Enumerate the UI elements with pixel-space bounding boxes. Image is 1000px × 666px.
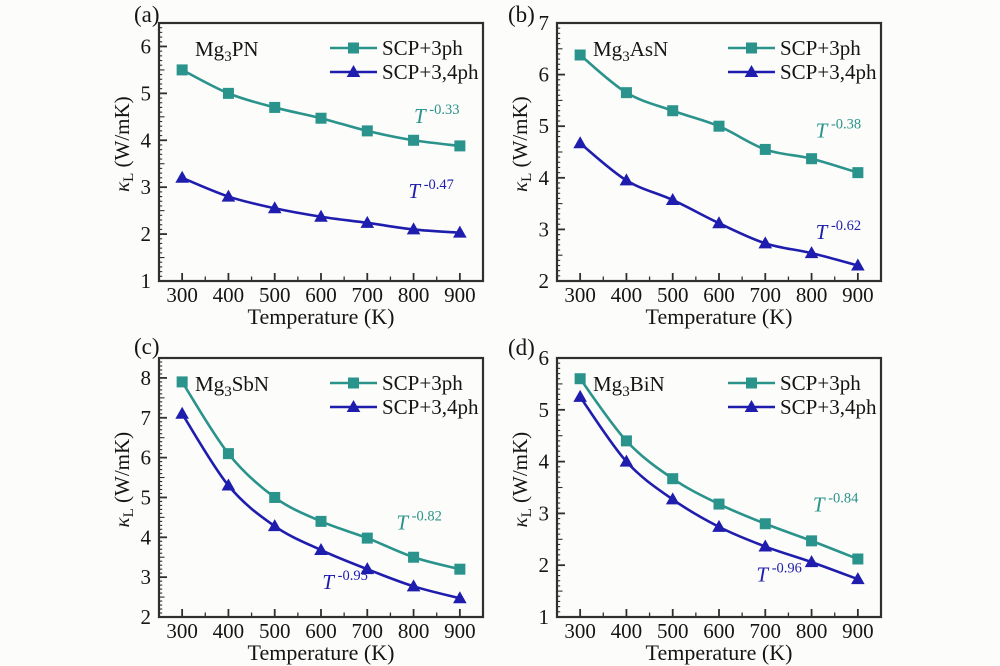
svg-text:500: 500 — [657, 619, 689, 643]
svg-text:Mg3PN: Mg3PN — [195, 37, 259, 65]
svg-text:T -0.38: T -0.38 — [816, 116, 862, 142]
svg-text:6: 6 — [539, 346, 550, 370]
svg-text:2: 2 — [539, 553, 550, 577]
panel-d: 300 400 500 600 700 800 900 1 2 3 4 5 6 Temperature (… — [508, 346, 883, 665]
svg-text:7: 7 — [141, 406, 152, 430]
svg-text:300: 300 — [564, 619, 596, 643]
panel-label-c: (c) — [134, 334, 160, 359]
svg-text:3: 3 — [539, 501, 550, 525]
svg-text:T -0.47: T -0.47 — [408, 177, 454, 203]
svg-text:400: 400 — [213, 619, 245, 643]
svg-text:3: 3 — [141, 175, 152, 199]
svg-text:T -0.62: T -0.62 — [816, 218, 862, 244]
svg-text:T -0.84: T -0.84 — [813, 491, 859, 517]
svg-text:800: 800 — [398, 619, 430, 643]
svg-text:1: 1 — [539, 605, 550, 629]
svg-text:900: 900 — [842, 283, 874, 307]
svg-text:400: 400 — [213, 283, 245, 307]
svg-text:600: 600 — [305, 283, 337, 307]
panel-c: 300 400 500 600 700 800 900 2 3 4 5 6 7 8 Temperature … — [110, 356, 485, 665]
svg-text:2: 2 — [539, 269, 550, 293]
svg-text:2: 2 — [141, 605, 152, 629]
svg-text:SCP+3,4ph: SCP+3,4ph — [382, 395, 479, 419]
svg-text:SCP+3,4ph: SCP+3,4ph — [780, 395, 877, 419]
svg-text:300: 300 — [166, 619, 198, 643]
svg-text:SCP+3,4ph: SCP+3,4ph — [780, 60, 877, 84]
svg-text:4: 4 — [539, 166, 550, 190]
svg-text:600: 600 — [703, 283, 735, 307]
svg-text:4: 4 — [141, 128, 152, 152]
svg-text:6: 6 — [539, 63, 550, 87]
svg-text:900: 900 — [444, 283, 476, 307]
svg-text:700: 700 — [352, 283, 384, 307]
svg-text:900: 900 — [444, 619, 476, 643]
svg-text:Mg3AsN: Mg3AsN — [593, 37, 668, 65]
svg-text:600: 600 — [703, 619, 735, 643]
svg-text:800: 800 — [796, 619, 828, 643]
svg-text:T -0.82: T -0.82 — [396, 508, 442, 534]
svg-text:SCP+3ph: SCP+3ph — [780, 371, 861, 395]
svg-text:SCP+3ph: SCP+3ph — [780, 36, 861, 60]
svg-text:κL (W/mK): κL (W/mK) — [110, 432, 137, 528]
svg-text:κL (W/mK): κL (W/mK) — [110, 96, 137, 192]
svg-text:700: 700 — [352, 619, 384, 643]
svg-text:κL (W/mK): κL (W/mK) — [508, 432, 535, 528]
svg-text:8: 8 — [141, 366, 152, 390]
svg-text:6: 6 — [141, 446, 152, 470]
svg-text:500: 500 — [259, 283, 291, 307]
panel-label-a: (a) — [134, 2, 160, 27]
svg-text:4: 4 — [141, 525, 152, 549]
svg-text:3: 3 — [141, 565, 152, 589]
svg-text:T -0.96: T -0.96 — [756, 561, 802, 587]
svg-text:800: 800 — [796, 283, 828, 307]
svg-text:7: 7 — [539, 11, 550, 35]
svg-text:300: 300 — [564, 283, 596, 307]
svg-text:5: 5 — [539, 398, 550, 422]
svg-text:5: 5 — [141, 485, 152, 509]
svg-text:Mg3BiN: Mg3BiN — [593, 372, 665, 400]
panel-b: 300 400 500 600 700 800 900 2 3 4 5 6 7 Temperature (… — [508, 11, 883, 329]
svg-text:700: 700 — [750, 619, 782, 643]
svg-text:800: 800 — [398, 283, 430, 307]
svg-text:SCP+3ph: SCP+3ph — [382, 36, 463, 60]
svg-text:400: 400 — [611, 283, 643, 307]
svg-text:SCP+3,4ph: SCP+3,4ph — [382, 60, 479, 84]
svg-text:Temperature (K): Temperature (K) — [248, 640, 395, 665]
svg-text:500: 500 — [657, 283, 689, 307]
svg-text:4: 4 — [539, 450, 550, 474]
svg-text:Temperature (K): Temperature (K) — [248, 304, 395, 329]
svg-text:T -0.33: T -0.33 — [414, 102, 460, 128]
svg-text:700: 700 — [750, 283, 782, 307]
svg-text:3: 3 — [539, 217, 550, 241]
svg-text:T -0.95: T -0.95 — [322, 568, 368, 594]
svg-text:600: 600 — [305, 619, 337, 643]
svg-text:400: 400 — [611, 619, 643, 643]
svg-text:1: 1 — [141, 269, 152, 293]
svg-text:6: 6 — [141, 34, 152, 58]
svg-text:5: 5 — [539, 114, 550, 138]
svg-text:900: 900 — [842, 619, 874, 643]
svg-text:Mg3SbN: Mg3SbN — [195, 372, 269, 400]
panel-a: 300 400 500 600 700 800 900 1 2 3 4 5 6 Temperature (… — [110, 21, 485, 329]
svg-text:Temperature (K): Temperature (K) — [646, 640, 793, 665]
panel-label-d: (d) — [508, 335, 535, 360]
svg-text:Temperature (K): Temperature (K) — [646, 304, 793, 329]
svg-text:300: 300 — [166, 283, 198, 307]
panel-label-b: (b) — [508, 2, 535, 27]
svg-text:SCP+3ph: SCP+3ph — [382, 371, 463, 395]
svg-text:5: 5 — [141, 81, 152, 105]
svg-text:2: 2 — [141, 222, 152, 246]
svg-text:κL (W/mK): κL (W/mK) — [508, 96, 535, 192]
svg-text:500: 500 — [259, 619, 291, 643]
